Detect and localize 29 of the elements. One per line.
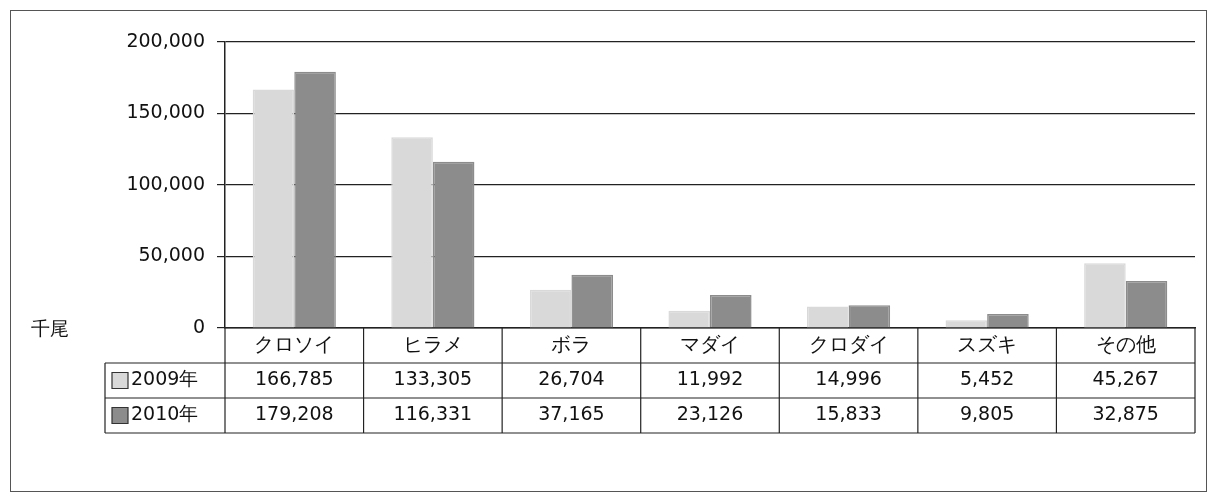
- data-label: 15,833: [815, 402, 882, 425]
- x-tick-label: ヒラメ: [402, 332, 463, 357]
- legend-label: 2010年: [131, 402, 199, 425]
- data-label: 11,992: [676, 367, 744, 390]
- data-label: 26,704: [538, 367, 605, 390]
- data-label: 166,785: [255, 367, 334, 390]
- data-label: 45,267: [1092, 367, 1159, 390]
- x-tick-label: クロダイ: [808, 332, 889, 357]
- y-tick-label: 100,000: [126, 171, 205, 194]
- data-label: 133,305: [393, 367, 473, 390]
- data-label: 116,331: [393, 402, 473, 425]
- data-label: 23,126: [676, 402, 744, 425]
- data-label: 14,996: [815, 367, 882, 390]
- y-tick-label: 0: [192, 314, 205, 337]
- data-label: 9,805: [959, 402, 1015, 425]
- data-label: 179,208: [255, 402, 334, 425]
- x-tick-label: その他: [1095, 332, 1156, 357]
- data-label: 5,452: [959, 367, 1015, 390]
- legend-label: 2009年: [131, 367, 199, 390]
- x-tick-label: スズキ: [957, 332, 1018, 357]
- y-tick-label: 150,000: [126, 100, 205, 123]
- y-axis-title: 千尾: [31, 316, 69, 339]
- x-tick-label: クロソイ: [254, 332, 335, 357]
- y-tick-label: 50,000: [138, 243, 205, 266]
- data-label: 37,165: [538, 402, 605, 425]
- x-tick-label: マダイ: [680, 332, 740, 357]
- y-tick-label: 200,000: [126, 28, 205, 51]
- x-tick-label: ボラ: [551, 332, 592, 357]
- data-label: 32,875: [1092, 402, 1159, 425]
